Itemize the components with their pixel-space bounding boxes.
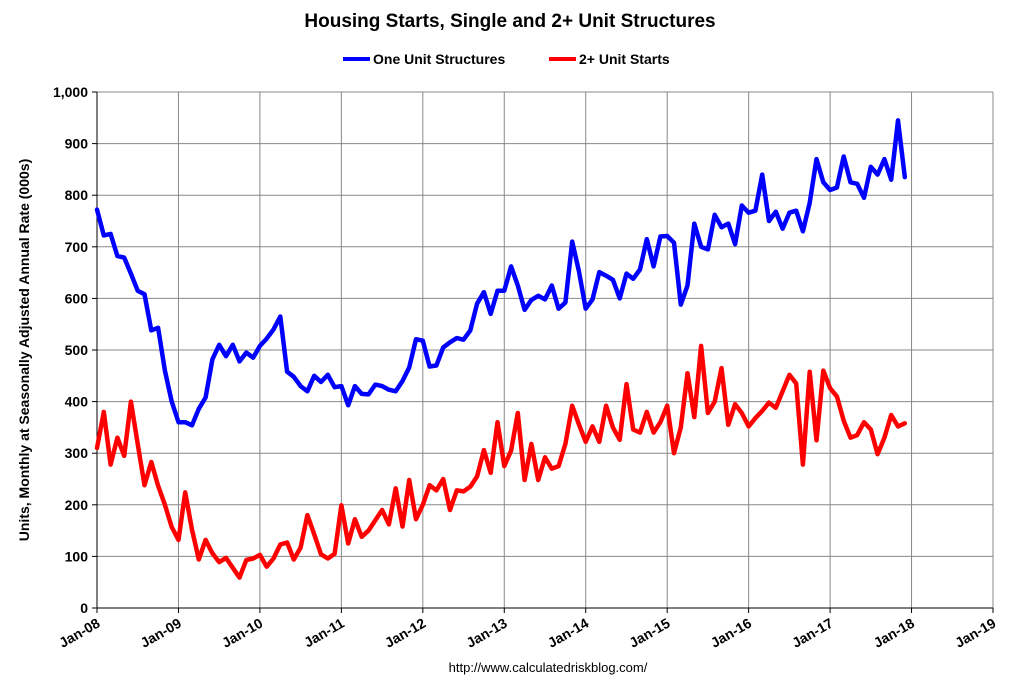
y-axis-ticks: 0 100 200 300 400 500 600 700 800 900 1,000 — [53, 84, 97, 616]
series-layer — [94, 118, 908, 580]
x-tick-label: Jan-09 — [138, 615, 185, 651]
x-tick-label: Jan-12 — [382, 615, 429, 651]
source-url: http://www.calculatedriskblog.com/ — [449, 660, 648, 675]
y-tick-label: 300 — [65, 445, 89, 461]
x-tick-label: Jan-18 — [871, 615, 918, 651]
y-tick-label: 0 — [80, 600, 88, 616]
x-tick-label: Jan-15 — [626, 615, 673, 651]
x-tick-label: Jan-10 — [219, 615, 266, 651]
x-tick-label: Jan-13 — [463, 615, 510, 651]
y-tick-label: 400 — [65, 394, 89, 410]
y-tick-label: 200 — [65, 497, 89, 513]
x-tick-label: Jan-08 — [56, 615, 103, 651]
x-tick-label: Jan-11 — [301, 615, 347, 651]
legend-label-multi-unit: 2+ Unit Starts — [579, 51, 670, 67]
y-axis-label: Units, Monthly at Seasonally Adjusted An… — [16, 159, 32, 541]
x-tick-label: Jan-19 — [952, 615, 999, 651]
y-tick-label: 500 — [65, 342, 89, 358]
x-tick-label: Jan-14 — [545, 615, 592, 651]
series-line-multi-unit — [94, 343, 908, 580]
x-tick-label: Jan-17 — [789, 615, 836, 651]
chart-title: Housing Starts, Single and 2+ Unit Struc… — [304, 11, 715, 32]
y-tick-label: 600 — [65, 290, 89, 306]
legend-label-one-unit: One Unit Structures — [373, 51, 505, 67]
y-tick-label: 1,000 — [53, 84, 88, 100]
x-tick-label: Jan-16 — [708, 615, 755, 651]
y-tick-label: 900 — [65, 136, 89, 152]
y-tick-label: 100 — [65, 548, 89, 564]
y-tick-label: 700 — [65, 239, 89, 255]
y-tick-label: 800 — [65, 187, 89, 203]
x-axis-ticks: Jan-08 Jan-09 Jan-10 Jan-11 Jan-12 Jan-13 Jan-… — [56, 608, 999, 651]
series-line-one-unit — [94, 118, 908, 428]
legend: One Unit Structures 2+ Unit Starts — [343, 51, 670, 67]
